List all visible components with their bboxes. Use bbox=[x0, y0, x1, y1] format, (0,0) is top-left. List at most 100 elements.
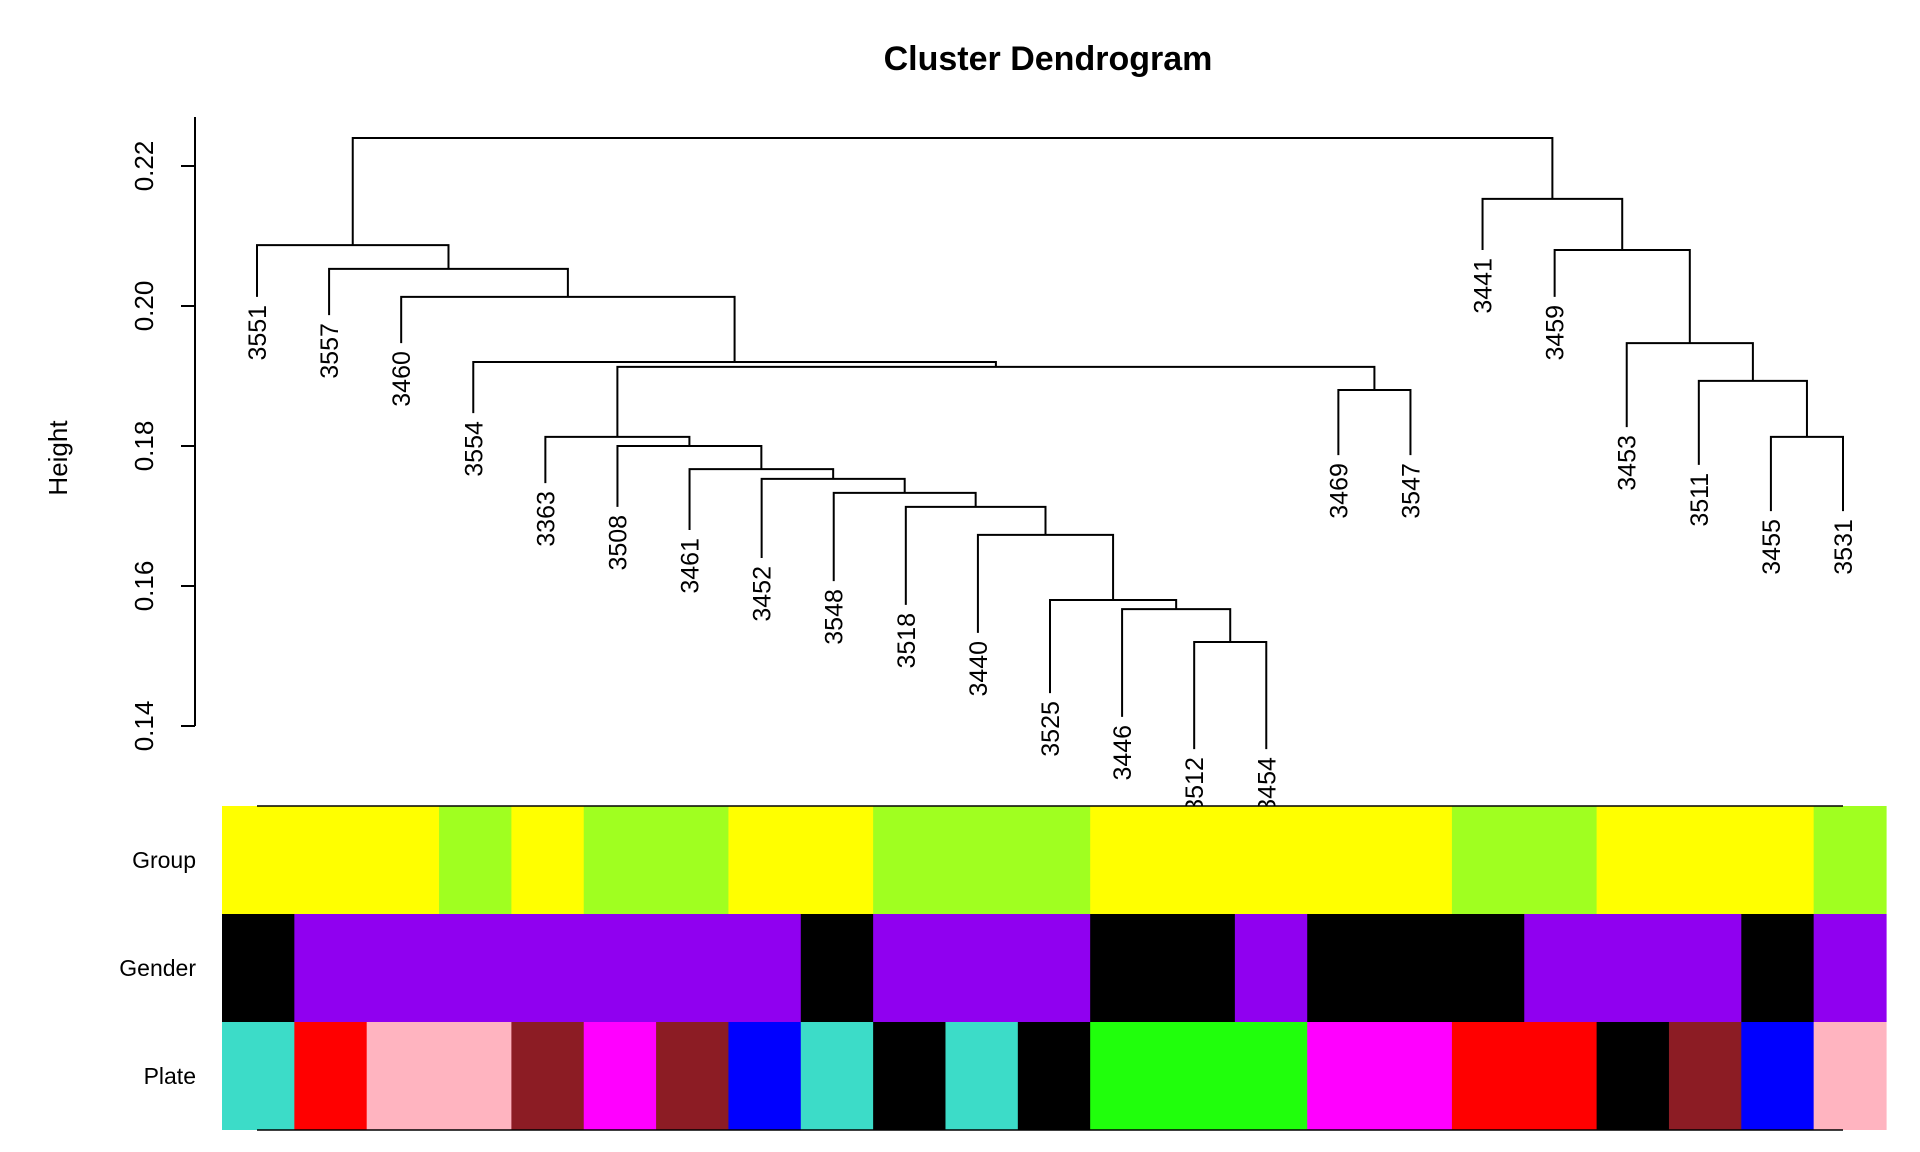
annotation-row-label: Plate bbox=[144, 1063, 196, 1089]
annotation-cell bbox=[656, 914, 730, 1022]
annotation-cell bbox=[1668, 914, 1742, 1022]
annotation-cell bbox=[1813, 1022, 1887, 1130]
annotation-cell bbox=[222, 914, 295, 1022]
leaf-label: 3454 bbox=[1253, 757, 1281, 813]
dendrogram-branch bbox=[328, 267, 569, 316]
annotation-cell bbox=[1162, 806, 1236, 914]
annotation-cell bbox=[1741, 1022, 1815, 1130]
leaf-label: 3461 bbox=[677, 538, 705, 594]
annotation-cell bbox=[1379, 1022, 1453, 1130]
annotation-cell bbox=[800, 806, 874, 914]
dendrogram-branch bbox=[1697, 379, 1808, 465]
annotation-cell bbox=[1596, 914, 1670, 1022]
annotation-cell bbox=[366, 914, 440, 1022]
annotation-cell bbox=[873, 914, 947, 1022]
annotation-cell bbox=[1234, 914, 1308, 1022]
annotation-cell bbox=[1379, 806, 1453, 914]
annotation-cell bbox=[1017, 806, 1091, 914]
leaf-label: 3441 bbox=[1470, 258, 1498, 314]
annotation-cell bbox=[728, 914, 802, 1022]
y-tick-label: 0.18 bbox=[129, 421, 159, 472]
annotation-cell bbox=[1162, 1022, 1236, 1130]
annotation-cell bbox=[1451, 914, 1525, 1022]
leaf-label: 3446 bbox=[1109, 725, 1137, 781]
dendrogram-branch bbox=[1193, 641, 1268, 750]
dendrogram-branch bbox=[904, 505, 1047, 605]
annotation-cell bbox=[1307, 1022, 1381, 1130]
annotation-cell bbox=[1307, 914, 1381, 1022]
annotation-cell bbox=[1017, 914, 1091, 1022]
annotation-cell bbox=[511, 914, 585, 1022]
annotation-cell bbox=[728, 1022, 802, 1130]
annotation-cell bbox=[439, 914, 512, 1022]
leaf-label: 3531 bbox=[1830, 519, 1858, 575]
leaf-label: 3508 bbox=[604, 515, 632, 571]
leaf-label: 3551 bbox=[244, 305, 272, 361]
annotation-cell bbox=[800, 914, 874, 1022]
annotation-cell bbox=[511, 1022, 585, 1130]
dendrogram-branch bbox=[1337, 389, 1412, 456]
annotation-cell bbox=[294, 806, 368, 914]
annotation-cell bbox=[1451, 806, 1525, 914]
annotation-cell bbox=[656, 1022, 730, 1130]
annotation-cell bbox=[366, 806, 440, 914]
leaf-label: 3455 bbox=[1758, 519, 1786, 575]
annotation-cell bbox=[1451, 1022, 1525, 1130]
leaf-label: 3452 bbox=[749, 566, 777, 622]
annotation-cell bbox=[945, 914, 1019, 1022]
dendrogram-branch bbox=[1121, 608, 1232, 717]
annotation-cell bbox=[583, 914, 657, 1022]
annotation-cell bbox=[1017, 1022, 1091, 1130]
annotation-cell bbox=[294, 914, 368, 1022]
leaf-label: 3459 bbox=[1542, 305, 1570, 361]
leaf-labels: 3551 3557 3460 3554 3363 3508 3461 3452 3548 3518… bbox=[244, 258, 1858, 813]
dendrogram-branch bbox=[400, 295, 736, 362]
annotation-cell bbox=[1741, 914, 1815, 1022]
annotation-cell bbox=[1162, 914, 1236, 1022]
annotation-cell bbox=[1668, 806, 1742, 914]
annotation-cell bbox=[1668, 1022, 1742, 1130]
annotation-cell bbox=[1524, 914, 1598, 1022]
annotation-cell bbox=[1524, 1022, 1598, 1130]
annotation-row-label: Gender bbox=[119, 955, 196, 981]
annotation-cell bbox=[1596, 806, 1670, 914]
annotation-color-bars bbox=[222, 805, 1887, 1131]
annotation-cell bbox=[222, 806, 295, 914]
dendrogram-branch bbox=[1625, 342, 1754, 428]
annotation-cell bbox=[1813, 806, 1887, 914]
annotation-cell bbox=[439, 1022, 512, 1130]
annotation-cell bbox=[1524, 806, 1598, 914]
dendrogram-branch bbox=[616, 365, 1376, 437]
annotation-cell bbox=[439, 806, 512, 914]
y-tick-label: 0.14 bbox=[129, 701, 159, 752]
leaf-label: 3453 bbox=[1614, 435, 1642, 491]
dendrogram-branch bbox=[1049, 599, 1178, 694]
annotation-cell bbox=[1379, 914, 1453, 1022]
annotation-cell bbox=[583, 806, 657, 914]
annotation-cell bbox=[511, 806, 585, 914]
leaf-label: 3554 bbox=[460, 421, 488, 477]
dendrogram-branch bbox=[976, 533, 1115, 633]
annotation-cell bbox=[1596, 1022, 1670, 1130]
annotation-cell bbox=[873, 806, 947, 914]
dendrogram-branches bbox=[256, 137, 1844, 750]
dendrogram-branch bbox=[1481, 197, 1624, 250]
leaf-label: 3469 bbox=[1325, 463, 1353, 519]
annotation-cell bbox=[583, 1022, 657, 1130]
y-tick-label: 0.16 bbox=[129, 561, 159, 612]
annotation-cell bbox=[294, 1022, 368, 1130]
annotation-cell bbox=[1234, 806, 1308, 914]
annotation-cell bbox=[1090, 806, 1164, 914]
annotation-cell bbox=[656, 806, 730, 914]
y-axis-label: Height bbox=[43, 420, 73, 496]
y-tick-label: 0.22 bbox=[129, 141, 159, 192]
annotation-cell bbox=[800, 1022, 874, 1130]
leaf-label: 3525 bbox=[1037, 701, 1065, 757]
annotation-cell bbox=[222, 1022, 295, 1130]
leaf-label: 3512 bbox=[1181, 757, 1209, 813]
y-axis: 0.14 0.16 0.18 0.20 0.22 bbox=[129, 117, 196, 752]
annotation-row-label: Group bbox=[132, 847, 196, 873]
leaf-label: 3518 bbox=[893, 613, 921, 669]
annotation-cell bbox=[1090, 1022, 1164, 1130]
